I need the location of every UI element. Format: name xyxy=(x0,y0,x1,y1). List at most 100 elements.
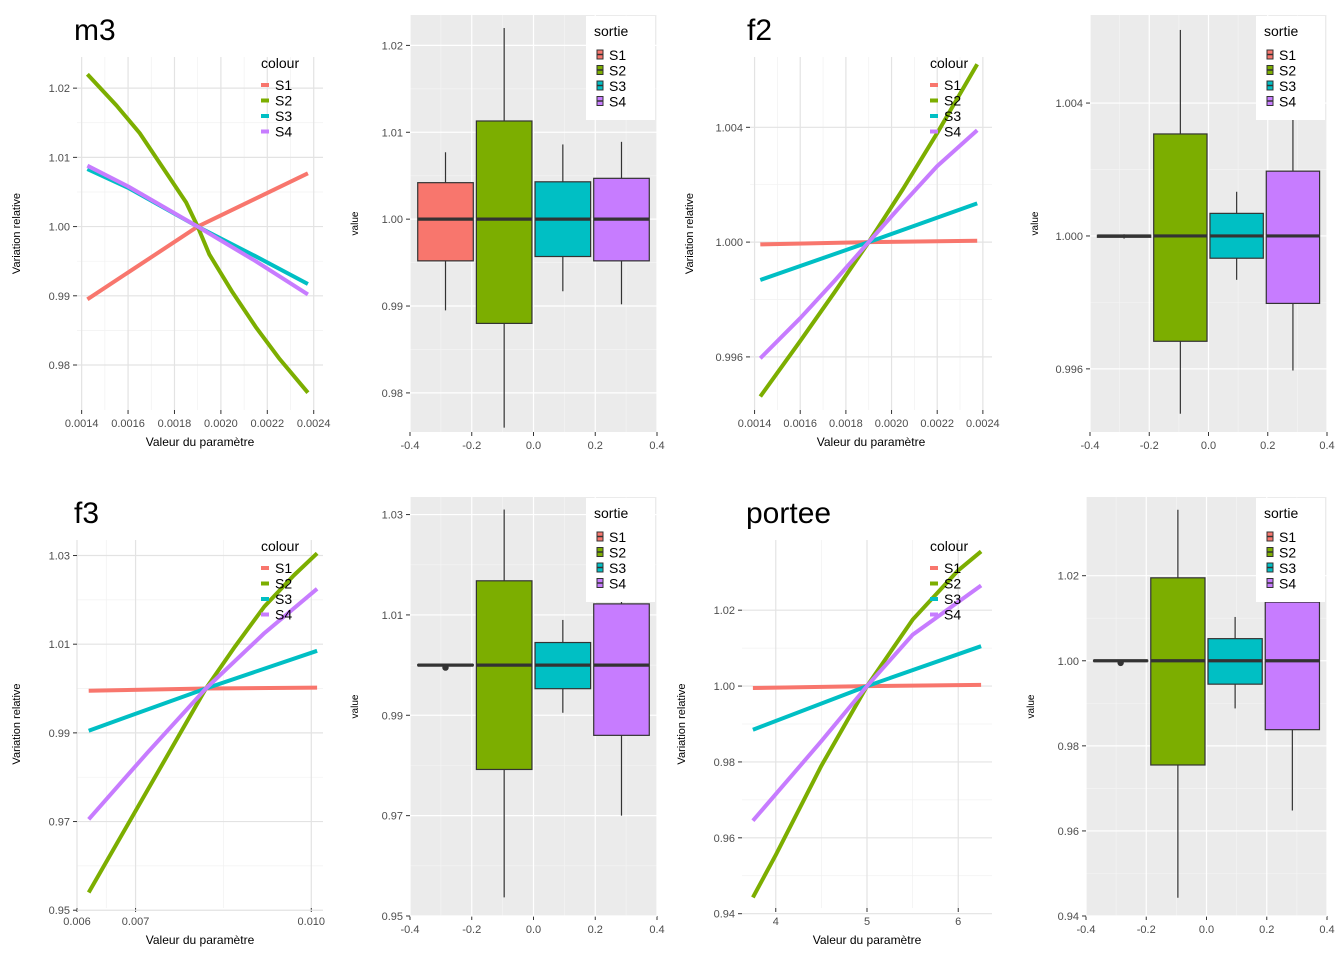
y-tick-label: 1.01 xyxy=(382,127,403,139)
box-S4 xyxy=(593,141,650,305)
x-tick-label: 0.0020 xyxy=(875,418,909,430)
legend-label-S1: S1 xyxy=(275,560,292,576)
legend-title: colour xyxy=(930,538,968,554)
x-axis-label: Valeur du paramètre xyxy=(146,933,255,947)
y-axis-label: value xyxy=(1030,211,1041,235)
y-tick-label: 1.00 xyxy=(49,222,70,234)
plot-background xyxy=(77,540,323,908)
box-S3 xyxy=(1207,616,1263,709)
y-tick-label: 0.94 xyxy=(714,909,735,921)
chart-panel-7: 4 5 6 0.94 0.96 0.98 1.00 1.02 Valeur du paramèt… xyxy=(676,497,992,947)
chart-title: f2 xyxy=(747,14,772,47)
outlier-point xyxy=(442,664,449,671)
legend-label-S3: S3 xyxy=(944,108,961,124)
x-tick-label: 0.0 xyxy=(1199,924,1214,936)
y-tick-label: 1.000 xyxy=(1055,231,1083,243)
y-tick-label: 1.00 xyxy=(382,214,403,226)
x-tick-label: 5 xyxy=(864,916,870,928)
legend-label-S1: S1 xyxy=(944,77,961,93)
legend-label-S1: S1 xyxy=(1279,529,1296,545)
y-tick-label: 1.004 xyxy=(715,122,743,134)
series-line-S4 xyxy=(751,583,983,823)
y-tick-label: 1.00 xyxy=(1058,656,1079,668)
y-tick-label: 0.95 xyxy=(49,905,70,917)
series-line-S4 xyxy=(758,128,979,360)
y-tick-label: 0.97 xyxy=(49,817,70,829)
x-tick-label: 6 xyxy=(955,916,961,928)
x-tick-label: 0.0 xyxy=(526,924,541,936)
legend-label-S2: S2 xyxy=(1279,63,1296,79)
legend-label-S3: S3 xyxy=(1279,78,1296,94)
y-tick-label: 0.97 xyxy=(382,811,403,823)
legend-label-S2: S2 xyxy=(609,63,626,79)
y-tick-label: 0.98 xyxy=(1058,741,1079,753)
x-axis-label: Valeur du paramètre xyxy=(146,435,255,449)
x-tick-label: -0.2 xyxy=(1137,924,1156,936)
x-tick-label: 0.2 xyxy=(588,440,603,452)
plot-background xyxy=(750,57,992,410)
legend-label-S1: S1 xyxy=(609,47,626,63)
legend-label-S2: S2 xyxy=(944,93,961,109)
legend-label-S3: S3 xyxy=(275,591,292,607)
box-rect xyxy=(1150,577,1206,766)
x-tick-label: 0.0016 xyxy=(783,418,817,430)
legend-title: sortie xyxy=(1264,23,1298,39)
x-tick-label: -0.2 xyxy=(1140,440,1159,452)
y-tick-label: 1.01 xyxy=(49,639,70,651)
legend-title: colour xyxy=(261,55,299,71)
chart-panel-4: -0.4 -0.2 0.0 0.2 0.4 0.996 1.000 1.004 value sor… xyxy=(1030,15,1335,452)
chart-title: f3 xyxy=(74,497,99,530)
x-tick-label: 0.0020 xyxy=(204,418,238,430)
box-S1 xyxy=(417,152,474,311)
y-tick-label: 1.000 xyxy=(715,237,743,249)
box-rect xyxy=(417,182,474,262)
x-tick-label: 0.0024 xyxy=(297,418,331,430)
x-tick-label: 0.0022 xyxy=(250,418,284,430)
legend-label-S3: S3 xyxy=(275,108,292,124)
y-tick-label: 0.94 xyxy=(1058,911,1079,923)
legend-label-S3: S3 xyxy=(944,591,961,607)
legend-label-S1: S1 xyxy=(1279,47,1296,63)
box-S4 xyxy=(1264,599,1321,811)
x-tick-label: 0.4 xyxy=(1319,924,1334,936)
x-tick-label: 0.007 xyxy=(122,916,150,928)
legend-label-S3: S3 xyxy=(1279,560,1296,576)
chart-panel-1: 0.0014 0.0016 0.0018 0.0020 0.0022 0.0024 0.98… xyxy=(11,14,331,449)
x-tick-label: 0.0 xyxy=(526,440,541,452)
y-tick-label: 0.98 xyxy=(49,360,70,372)
y-tick-label: 0.96 xyxy=(714,833,735,845)
legend-label-S2: S2 xyxy=(275,576,292,592)
chart-panel-6: -0.4 -0.2 0.0 0.2 0.4 0.95 0.97 0.99 1.01 1.03 val… xyxy=(350,497,665,936)
legend-label-S2: S2 xyxy=(609,545,626,561)
x-tick-label: 0.0018 xyxy=(829,418,863,430)
box-S2 xyxy=(475,28,533,428)
legend-label-S3: S3 xyxy=(609,560,626,576)
x-tick-label: 4 xyxy=(773,916,779,928)
y-tick-label: 0.96 xyxy=(1058,826,1079,838)
legend-title: sortie xyxy=(1264,505,1298,521)
y-axis-label: Variation relative xyxy=(11,193,23,274)
box-S4 xyxy=(593,552,650,816)
legend-title: colour xyxy=(930,55,968,71)
y-tick-label: 0.99 xyxy=(382,301,403,313)
legend-label-S1: S1 xyxy=(609,529,626,545)
outlier-point xyxy=(1117,659,1124,667)
legend-label-S2: S2 xyxy=(1279,545,1296,561)
series-line-S4 xyxy=(87,587,319,821)
x-tick-label: 0.0014 xyxy=(65,418,99,430)
x-tick-label: 0.0024 xyxy=(966,418,1000,430)
y-tick-label: 1.004 xyxy=(1055,98,1083,110)
x-tick-label: 0.2 xyxy=(588,924,603,936)
chart-panel-5: 0.006 0.007 0.010 0.95 0.97 0.99 1.01 1.03 Valeu… xyxy=(11,497,325,947)
x-tick-label: 0.4 xyxy=(649,924,664,936)
legend-label-S3: S3 xyxy=(609,78,626,94)
series-line-S4 xyxy=(86,163,309,297)
legend-title: sortie xyxy=(594,23,628,39)
legend-label-S4: S4 xyxy=(275,607,292,623)
y-tick-label: 0.95 xyxy=(382,911,403,923)
